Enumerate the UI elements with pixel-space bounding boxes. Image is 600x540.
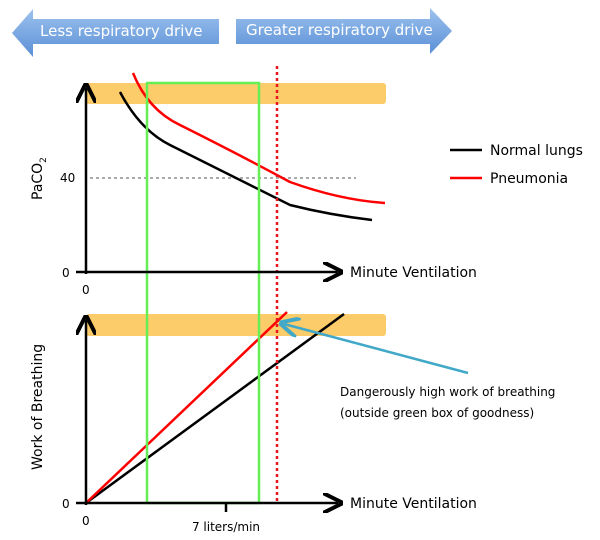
annotation-line2: (outside green box of goodness) (340, 406, 534, 420)
pneumonia-wob-line (85, 311, 288, 504)
greater-drive-arrow (236, 8, 452, 54)
pneumonia-paco2-curve (131, 72, 386, 205)
bottom-ylabel: Work of Breathing (30, 344, 46, 470)
ytick-40: 40 (60, 171, 75, 185)
top-xtick-0: 0 (82, 283, 90, 297)
danger-band-top (86, 83, 386, 104)
top-xlabel: Minute Ventilation (350, 265, 477, 281)
top-ytick-0: 0 (62, 266, 70, 280)
greater-drive-label: Greater respiratory drive (246, 21, 433, 39)
top-ylabel: PaCO2 (30, 157, 49, 200)
bottom-xlabel: Minute Ventilation (350, 496, 477, 512)
annotation-arrow (284, 324, 469, 375)
annotation-line1: Dangerously high work of breathing (340, 385, 555, 399)
normal-lungs-wob-line (85, 312, 345, 505)
less-drive-arrow (12, 9, 219, 57)
legend-normal-label: Normal lungs (490, 143, 583, 159)
bottom-ytick-0: 0 (62, 497, 70, 511)
green-good-box (145, 81, 261, 505)
xtick-7: 7 liters/min (192, 520, 260, 534)
legend-pneumonia-label: Pneumonia (490, 171, 568, 187)
bottom-xtick-0: 0 (82, 514, 90, 528)
less-drive-label: Less respiratory drive (40, 22, 202, 40)
